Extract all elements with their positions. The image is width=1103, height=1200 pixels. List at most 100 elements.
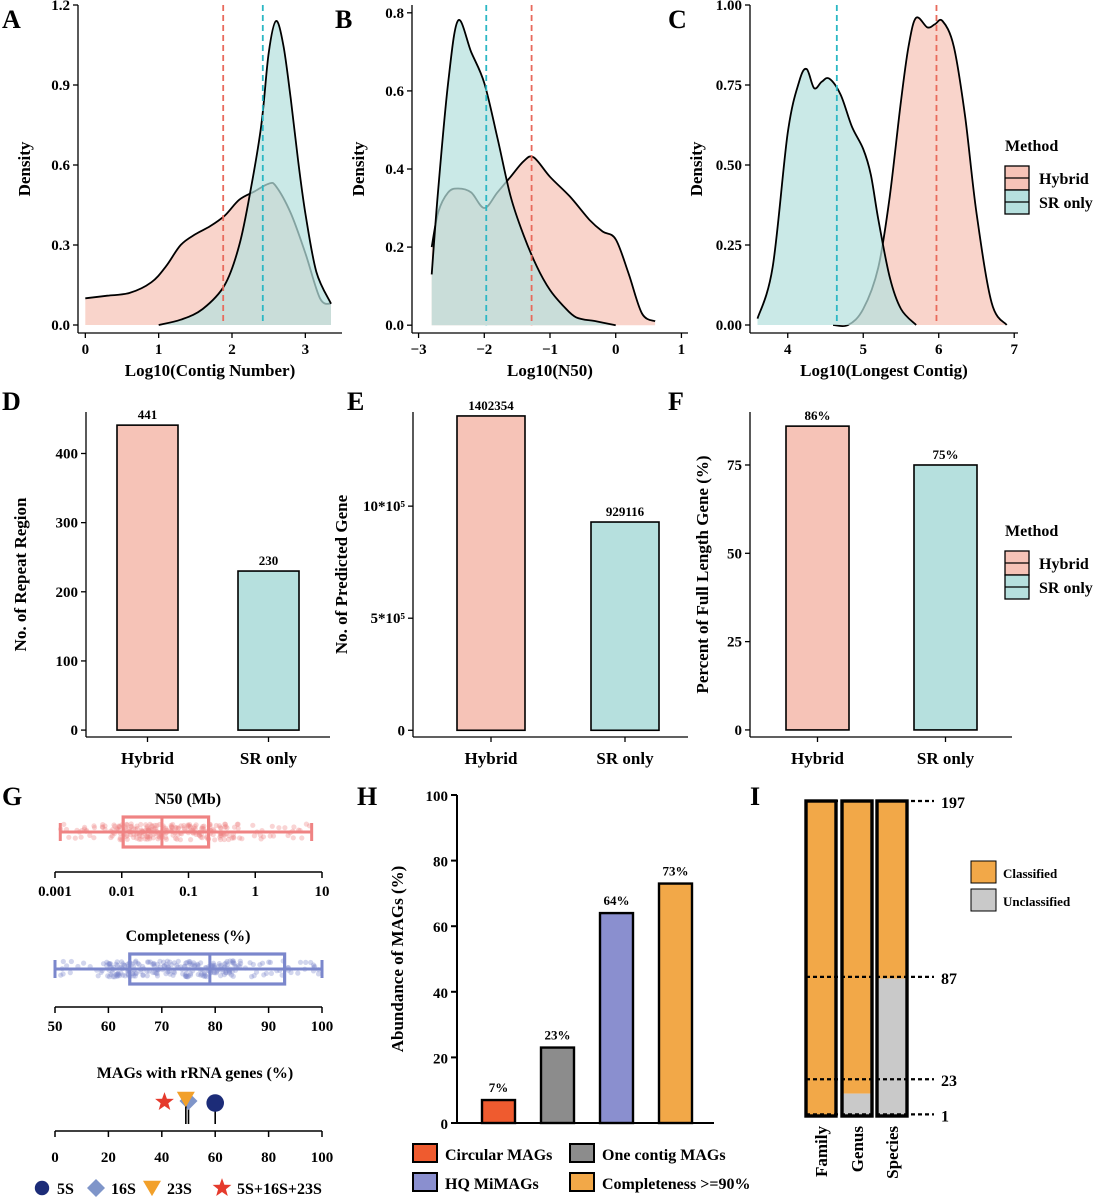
jitter-point bbox=[315, 971, 322, 977]
bar-hybrid bbox=[785, 425, 850, 731]
jitter-point bbox=[121, 962, 127, 968]
jitter-point bbox=[118, 970, 124, 976]
y-tick-label: 0.50 bbox=[716, 158, 742, 174]
bar-circular bbox=[480, 1098, 517, 1125]
jitter-point bbox=[222, 821, 228, 827]
y-tick-label: 0.25 bbox=[716, 238, 742, 254]
jitter-point bbox=[210, 962, 216, 968]
y-tick-label: 0 bbox=[398, 723, 406, 739]
jitter-point bbox=[116, 824, 122, 830]
jitter-point bbox=[145, 959, 152, 965]
jitter-point bbox=[78, 834, 84, 840]
y-axis-title: Density bbox=[15, 141, 34, 196]
jitter-point bbox=[124, 836, 130, 842]
x-category-label: Genus bbox=[848, 1126, 867, 1173]
tick-label: 80 bbox=[261, 1150, 276, 1166]
x-category-label: Family bbox=[812, 1126, 831, 1177]
density-area-hybrid bbox=[833, 17, 1007, 327]
jitter-point bbox=[299, 835, 305, 841]
jitter-point bbox=[224, 825, 230, 831]
x-category-label: Species bbox=[883, 1126, 902, 1179]
jitter-point bbox=[115, 971, 121, 978]
jitter-point bbox=[213, 822, 219, 829]
density-line-sr-only bbox=[756, 67, 917, 326]
legend-label-hybrid: Hybrid bbox=[1039, 171, 1089, 188]
tick-label: 10 bbox=[315, 884, 330, 900]
jitter-point bbox=[132, 973, 138, 979]
jitter-point bbox=[201, 969, 208, 975]
jitter-point bbox=[174, 962, 180, 968]
jitter-point bbox=[192, 826, 198, 832]
y-tick-label: 300 bbox=[56, 516, 79, 532]
jitter-point bbox=[149, 823, 155, 830]
jitter-point bbox=[147, 821, 153, 827]
x-tick-label: 4 bbox=[784, 342, 792, 358]
jitter-point bbox=[192, 823, 198, 830]
y-tick-label: 0.0 bbox=[51, 318, 70, 334]
jitter-point bbox=[217, 833, 224, 839]
jitter-point bbox=[171, 970, 178, 976]
x-tick-label: 2 bbox=[228, 342, 236, 358]
jitter-point bbox=[130, 971, 136, 977]
jitter-point bbox=[288, 969, 294, 976]
jitter-point bbox=[198, 972, 204, 978]
density-area-sr-only bbox=[158, 20, 331, 326]
jitter-point bbox=[91, 823, 97, 829]
jitter-point bbox=[229, 835, 235, 841]
bar-unclassified bbox=[842, 1093, 872, 1116]
jitter-point bbox=[223, 970, 229, 976]
legend-label: 5S bbox=[57, 1181, 74, 1198]
jitter-point bbox=[222, 961, 228, 967]
y-axis-title: No. of Repeat Region bbox=[11, 497, 30, 651]
marker-23s bbox=[176, 1091, 195, 1108]
panel-label: D bbox=[2, 387, 21, 416]
jitter-point bbox=[151, 961, 157, 967]
y-tick-label: 0.3 bbox=[51, 238, 70, 254]
jitter-point bbox=[109, 833, 115, 839]
legend-swatch bbox=[412, 1143, 438, 1163]
jitter-point bbox=[163, 971, 169, 977]
jitter-point bbox=[163, 962, 169, 968]
jitter-point bbox=[67, 970, 73, 976]
jitter-point bbox=[114, 973, 120, 979]
y-tick-label: 0.2 bbox=[385, 240, 404, 256]
jitter-point bbox=[161, 963, 167, 969]
jitter-point bbox=[106, 961, 112, 967]
jitter-point bbox=[134, 823, 140, 829]
jitter-point bbox=[107, 961, 113, 967]
jitter-point bbox=[100, 822, 106, 828]
jitter-point bbox=[91, 825, 98, 831]
panel-c: 4 5 6 7 0.00 0.25 0.50 0.75 1.00 Log10(Longest Co… bbox=[668, 0, 1018, 380]
jitter-point bbox=[145, 959, 151, 965]
jitter-point bbox=[212, 837, 218, 843]
jitter-point bbox=[218, 825, 224, 831]
jitter-point bbox=[81, 960, 87, 966]
jitter-point bbox=[106, 961, 112, 967]
panel-a: 0 1 2 3 0.0 0.3 0.6 0.9 1.2 Log10(Contig Number) D… bbox=[2, 0, 342, 380]
jitter-point bbox=[223, 823, 229, 830]
legend-label: 23S bbox=[167, 1181, 192, 1198]
jitter-point bbox=[170, 821, 176, 828]
legend-marker-5s-16s-23s bbox=[212, 1178, 232, 1196]
tick-label: 0.1 bbox=[179, 884, 198, 900]
jitter-point bbox=[230, 958, 236, 964]
jitter-point bbox=[82, 824, 88, 831]
jitter-point bbox=[144, 836, 150, 842]
y-tick-label: 1.2 bbox=[51, 0, 70, 14]
jitter-point bbox=[136, 836, 142, 842]
jitter-point bbox=[187, 823, 193, 829]
jitter-point bbox=[266, 959, 272, 965]
jitter-point bbox=[183, 960, 189, 966]
panel-b: −3 −2 −1 0 1 0.0 0.2 0.4 0.6 0.8 Log10(N50) Density… bbox=[335, 5, 688, 380]
jitter-point bbox=[174, 836, 180, 842]
jitter-point bbox=[231, 835, 237, 841]
jitter-point bbox=[211, 969, 217, 975]
jitter-point bbox=[230, 834, 236, 840]
jitter-point bbox=[150, 969, 156, 976]
jitter-point bbox=[102, 823, 108, 829]
jitter-point bbox=[152, 969, 158, 976]
jitter-point bbox=[230, 960, 237, 966]
x-tick-label: 1 bbox=[678, 342, 686, 358]
jitter-point bbox=[250, 961, 256, 968]
jitter-point bbox=[144, 823, 150, 830]
